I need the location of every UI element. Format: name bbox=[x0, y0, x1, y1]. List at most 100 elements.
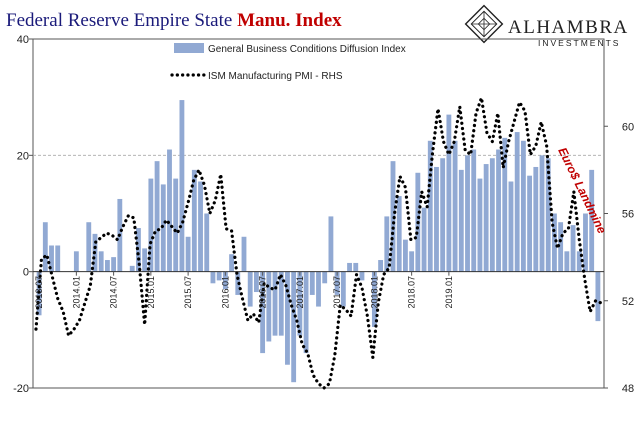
bar-69 bbox=[465, 155, 470, 272]
ticks-layer: 40 20 0 -20 60 56 52 48 2013.07 2014.01 2014.07 201… bbox=[13, 34, 634, 395]
bar-36 bbox=[260, 271, 266, 354]
bar-50 bbox=[347, 262, 352, 272]
bar-26 bbox=[198, 181, 203, 272]
bar-90 bbox=[595, 271, 601, 322]
y-left-tick-0: 40 bbox=[17, 34, 29, 46]
bar-34 bbox=[247, 271, 253, 307]
x-tick-5: 2016.01 bbox=[220, 276, 230, 309]
bar-84 bbox=[558, 222, 564, 272]
bar-24 bbox=[185, 236, 191, 272]
y-right-tick-1: 56 bbox=[622, 209, 634, 221]
euro-landmine-annotation: Euro$ Landmine bbox=[555, 145, 609, 236]
pmi-line bbox=[34, 96, 603, 390]
bar-42 bbox=[297, 271, 303, 336]
x-tick-6: 2016.07 bbox=[258, 276, 268, 309]
bar-10 bbox=[98, 251, 104, 272]
bar-8 bbox=[86, 222, 92, 272]
bar-60 bbox=[409, 251, 415, 272]
bar-88 bbox=[583, 213, 588, 272]
bar-30 bbox=[222, 271, 228, 290]
x-tick-1: 2014.01 bbox=[71, 276, 81, 309]
x-tick-9: 2018.01 bbox=[369, 276, 379, 309]
bar-65 bbox=[440, 158, 446, 272]
bar-66 bbox=[446, 114, 452, 272]
bar-33 bbox=[241, 236, 247, 272]
x-tick-10: 2018.07 bbox=[407, 276, 417, 309]
x-tick-4: 2015.07 bbox=[183, 276, 193, 309]
bar-2 bbox=[49, 245, 54, 272]
bar-46 bbox=[322, 271, 328, 284]
bar-54 bbox=[371, 271, 377, 327]
bar-75 bbox=[502, 137, 508, 272]
bar-83 bbox=[552, 213, 557, 272]
bar-12 bbox=[111, 257, 117, 272]
bar-67 bbox=[452, 140, 458, 272]
y-right-tick-3: 48 bbox=[622, 383, 634, 395]
bar-22 bbox=[173, 178, 179, 272]
bar-73 bbox=[489, 158, 495, 272]
bar-89 bbox=[589, 169, 595, 272]
diamond-logo-icon bbox=[464, 4, 504, 44]
bar-87 bbox=[576, 251, 582, 272]
bar-59 bbox=[403, 239, 408, 272]
bar-28 bbox=[210, 271, 216, 284]
bar-71 bbox=[477, 178, 483, 272]
bar-79 bbox=[527, 175, 533, 272]
legend-swatch-bars bbox=[174, 43, 204, 53]
bar-20 bbox=[160, 184, 166, 272]
bar-68 bbox=[458, 169, 464, 272]
bar-77 bbox=[514, 132, 520, 272]
bar-63 bbox=[427, 140, 433, 272]
x-tick-3: 2015.01 bbox=[146, 276, 156, 309]
brand-logo: ALHAMBRA INVESTMENTS bbox=[464, 4, 629, 48]
y-right-tick-2: 52 bbox=[622, 296, 634, 308]
legend-label-bars: General Business Conditions Diffusion In… bbox=[208, 44, 406, 55]
bar-80 bbox=[533, 166, 539, 272]
line-layer bbox=[34, 96, 603, 390]
bar-41 bbox=[291, 271, 297, 383]
bar-39 bbox=[278, 271, 284, 336]
bar-18 bbox=[148, 178, 154, 272]
bar-6 bbox=[73, 251, 79, 272]
bar-76 bbox=[508, 181, 514, 272]
y-left-tick-3: -20 bbox=[13, 383, 29, 395]
bar-56 bbox=[384, 216, 390, 272]
bar-40 bbox=[285, 271, 290, 365]
legend-label-line: ISM Manufacturing PMI - RHS bbox=[208, 71, 343, 82]
x-tick-2: 2014.07 bbox=[109, 276, 119, 309]
bar-17 bbox=[142, 248, 148, 272]
bar-49 bbox=[340, 271, 346, 307]
bars-layer bbox=[36, 100, 601, 383]
bar-27 bbox=[204, 213, 210, 272]
y-left-tick-2: 0 bbox=[23, 267, 29, 279]
bar-47 bbox=[328, 216, 334, 272]
brand-name: ALHAMBRA bbox=[508, 17, 629, 38]
y-left-tick-1: 20 bbox=[17, 150, 29, 162]
legend: General Business Conditions Diffusion In… bbox=[170, 43, 406, 82]
bar-58 bbox=[396, 196, 402, 272]
x-tick-8: 2017.07 bbox=[332, 276, 342, 309]
bar-3 bbox=[55, 245, 61, 272]
y-right-tick-0: 60 bbox=[622, 121, 634, 133]
bar-52 bbox=[359, 271, 365, 281]
bar-31 bbox=[229, 254, 234, 272]
bar-43 bbox=[303, 271, 309, 354]
bar-64 bbox=[434, 166, 439, 272]
bar-35 bbox=[253, 271, 259, 293]
chart-title-accent: Manu. Index bbox=[237, 10, 342, 31]
bar-25 bbox=[191, 169, 197, 272]
bar-38 bbox=[272, 271, 278, 336]
bar-70 bbox=[471, 149, 477, 272]
bar-51 bbox=[353, 262, 359, 272]
bar-44 bbox=[309, 271, 315, 295]
bar-37 bbox=[266, 271, 272, 342]
chart-title: Federal Reserve Empire State Manu. Index bbox=[6, 10, 342, 31]
bar-78 bbox=[520, 140, 526, 272]
bar-45 bbox=[316, 271, 321, 307]
bar-86 bbox=[570, 225, 576, 272]
bar-16 bbox=[136, 228, 141, 272]
x-tick-11: 2019.01 bbox=[444, 276, 454, 309]
bar-57 bbox=[390, 161, 396, 272]
bar-62 bbox=[421, 207, 427, 272]
